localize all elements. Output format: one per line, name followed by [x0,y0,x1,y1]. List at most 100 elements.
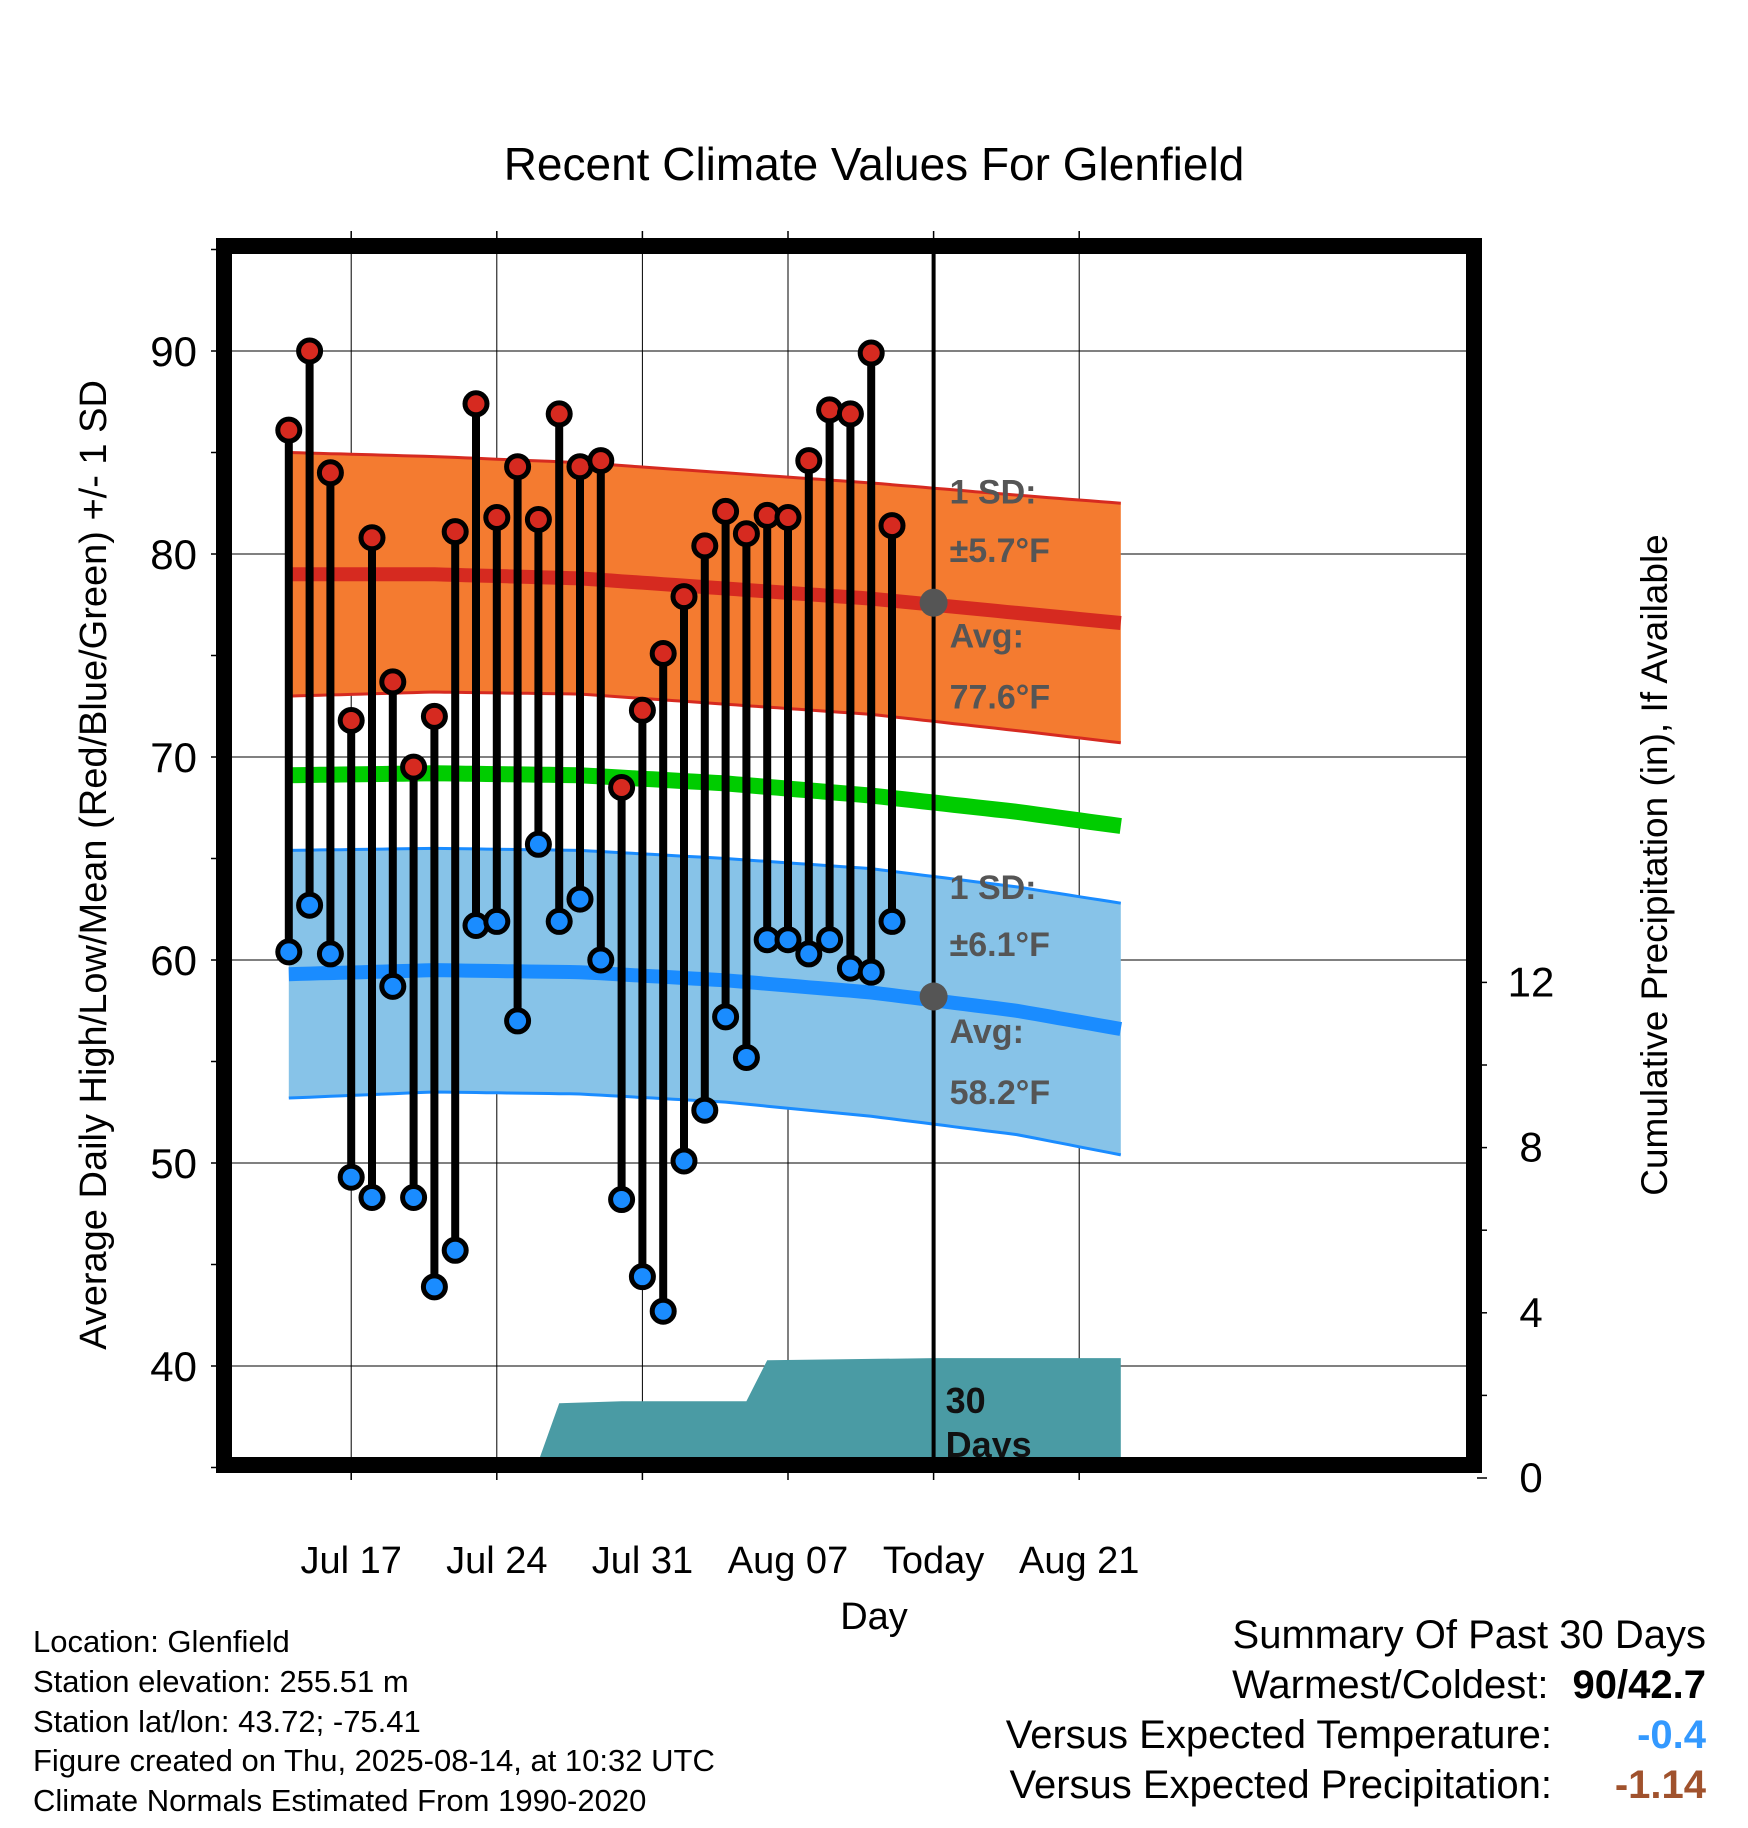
obs-low-point [275,938,303,966]
low-sd-value: ±6.1°F [950,926,1050,964]
elevation-text: Station elevation: 255.51 m [33,1663,409,1699]
y-tick-label: 70 [150,734,197,781]
obs-high-point [462,390,490,418]
obs-high-point [275,416,303,444]
x-tick-label: Today [883,1540,984,1582]
y-tick-label: 50 [150,1140,197,1187]
obs-low-point [545,907,573,935]
y2-tick-label: 0 [1519,1454,1542,1501]
obs-high-point [441,518,469,546]
obs-low-point [670,1147,698,1175]
warmest-value: 90 [1572,1663,1618,1707]
obs-low-point [732,1043,760,1071]
coldest-value: /42.7 [1617,1663,1706,1707]
obs-low-point [795,940,823,968]
obs-high-point [545,400,573,428]
precip-anomaly-label: Versus Expected Precipitation: [1009,1763,1552,1807]
obs-high-point [483,503,511,531]
normals-text: Climate Normals Estimated From 1990-2020 [33,1783,647,1819]
x-tick-label: Jul 17 [300,1540,401,1582]
y-tick-label: 40 [150,1343,197,1390]
x-axis-label: Day [840,1596,908,1638]
obs-high-point [732,520,760,548]
obs-low-point [857,958,885,986]
obs-low-point [296,891,324,919]
latlon-text: Station lat/lon: 43.72; -75.41 [33,1703,421,1739]
precip-anomaly-value: -1.14 [1614,1763,1706,1807]
obs-high-point [587,447,615,475]
y2-axis-label: Cumulative Precipitation (in), If Availa… [1634,534,1675,1196]
x-tick-label: Jul 31 [592,1540,693,1582]
y2-tick-label: 12 [1508,958,1555,1005]
obs-high-point [670,583,698,611]
x-tick-label: Aug 07 [728,1540,848,1582]
obs-low-point [587,946,615,974]
y-tick-label: 90 [150,328,197,375]
obs-high-point [649,639,677,667]
plot-area: 1 SD: ±5.7°F Avg: 77.6°F 1 SD: ±6.1°F Avg: 58.2… [150,231,1554,1582]
y-tick-label: 60 [150,937,197,984]
y-axis-label: Average Daily High/Low/Mean (Red/Blue/Gr… [73,380,115,1350]
obs-high-point [774,503,802,531]
obs-high-point [795,447,823,475]
obs-low-point [816,926,844,954]
obs-low-point [504,1007,532,1035]
high-sd-label: 1 SD: [950,473,1037,511]
obs-low-point [337,1163,365,1191]
days-count-label: 30 [946,1380,986,1421]
station-info: Location: Glenfield Station elevation: 2… [33,1622,715,1821]
summary-precip-row: Versus Expected Precipitation: -1.14 [1006,1760,1706,1810]
obs-high-point [691,532,719,560]
obs-high-point [337,706,365,734]
warm-cold-label: Warmest/Coldest: [1232,1663,1549,1707]
low-avg-label: Avg: [950,1013,1024,1051]
high-sd-value: ±5.7°F [950,532,1050,570]
high-avg-value: 77.6°F [950,678,1051,716]
obs-low-point [691,1096,719,1124]
x-tick-label: Aug 21 [1019,1540,1139,1582]
obs-low-point [628,1263,656,1291]
obs-low-point [774,926,802,954]
today-high-normal-dot [919,588,948,617]
obs-high-point [296,337,324,365]
y-tick-label: 80 [150,531,197,578]
obs-high-point [712,497,740,525]
obs-low-point [836,954,864,982]
obs-high-point [628,696,656,724]
y2-tick-label: 4 [1519,1289,1542,1336]
location-text: Location: Glenfield [33,1624,290,1659]
precip-area [288,1358,1121,1468]
obs-low-point [400,1184,428,1212]
obs-low-point [441,1236,469,1264]
obs-high-point [420,702,448,730]
obs-low-point [379,972,407,1000]
obs-high-point [836,400,864,428]
y2-tick-label: 8 [1519,1124,1542,1171]
obs-high-point [816,396,844,424]
obs-low-point [712,1003,740,1031]
summary-panel: Summary Of Past 30 Days Warmest/Coldest:… [1006,1610,1706,1810]
summary-warm-cold-row: Warmest/Coldest: 90/42.7 [1006,1660,1706,1710]
temp-anomaly-label: Versus Expected Temperature: [1005,1713,1552,1757]
temp-anomaly-value: -0.4 [1637,1713,1706,1757]
obs-low-point [878,907,906,935]
low-avg-value: 58.2°F [950,1074,1051,1112]
obs-low-point [358,1184,386,1212]
obs-high-point [504,453,532,481]
obs-low-point [483,907,511,935]
high-sd-upper-edge [288,451,1121,505]
obs-low-point [649,1297,677,1325]
summary-temp-row: Versus Expected Temperature: -0.4 [1006,1710,1706,1760]
obs-low-point [420,1273,448,1301]
obs-high-point [608,773,636,801]
obs-low-point [566,885,594,913]
obs-low-point [462,911,490,939]
x-tick-label: Jul 24 [446,1540,547,1582]
summary-title: Summary Of Past 30 Days [1232,1613,1706,1657]
obs-low-point [608,1186,636,1214]
obs-high-point [400,753,428,781]
high-avg-label: Avg: [950,617,1024,655]
chart-title: Recent Climate Values For Glenfield [504,138,1245,190]
obs-high-point [316,459,344,487]
obs-high-point [878,512,906,540]
